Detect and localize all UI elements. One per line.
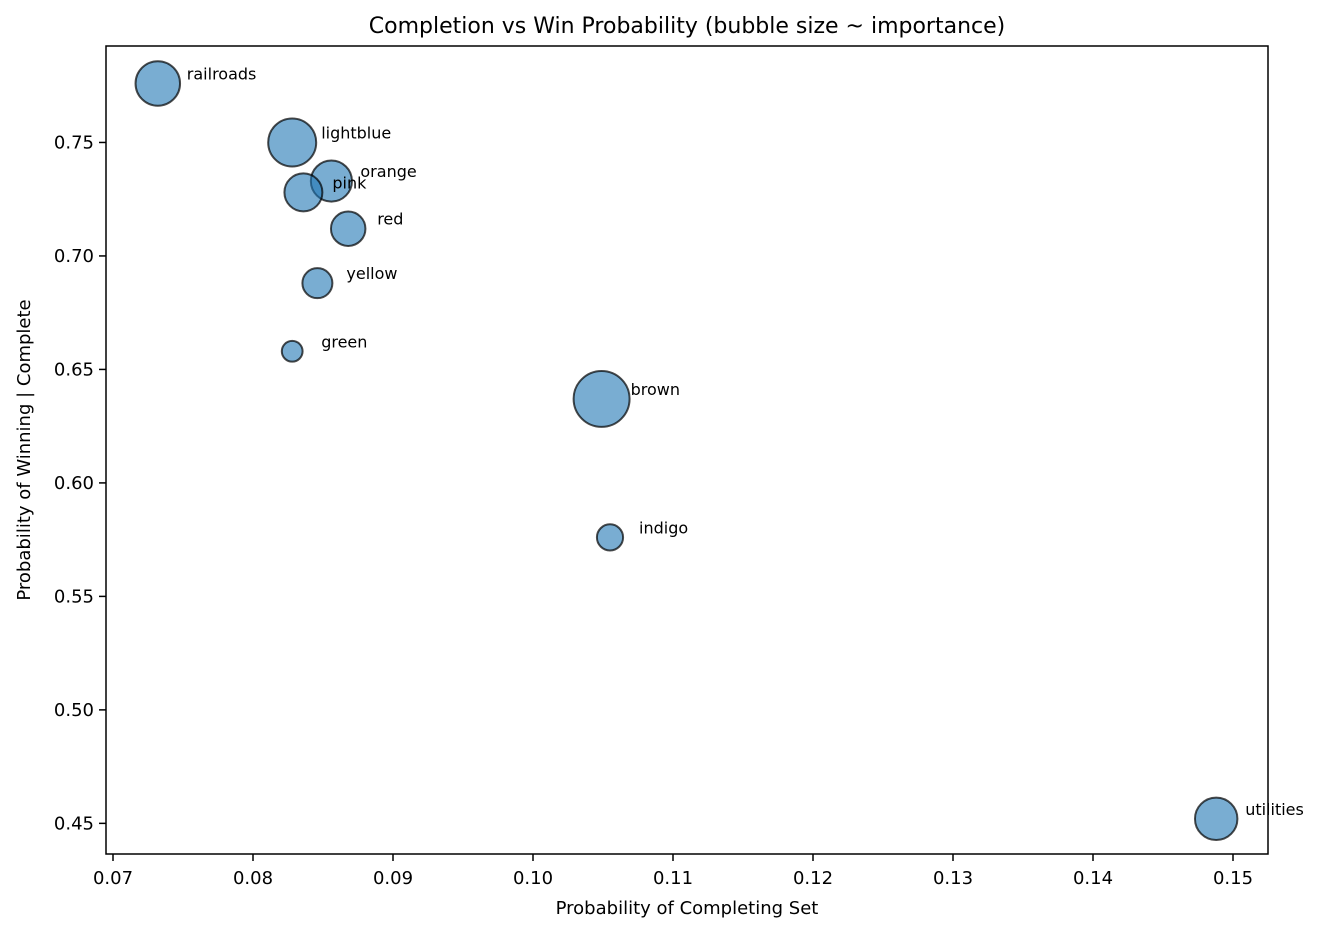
bubble-indigo: [595, 523, 625, 552]
bubble-brown: [572, 369, 631, 428]
bubble-lightblue: [267, 117, 318, 168]
point-label-utilities: utilities: [1245, 800, 1304, 819]
y-tick-label: 0.60: [54, 473, 94, 494]
point-label-indigo: indigo: [639, 518, 688, 537]
x-tick-label: 0.15: [1213, 868, 1253, 889]
bubble-green: [280, 339, 304, 363]
point-label-red: red: [377, 210, 403, 229]
y-axis: 0.45 0.50 0.55 0.60 0.65 0.70 0.75: [54, 132, 106, 834]
chart-title: Completion vs Win Probability (bubble si…: [369, 14, 1006, 39]
x-tick-label: 0.13: [933, 868, 973, 889]
y-tick-label: 0.45: [54, 813, 94, 834]
x-tick-label: 0.09: [373, 868, 413, 889]
point-label-pink: pink: [332, 173, 367, 192]
bubble-utilities: [1193, 796, 1239, 842]
point-label-lightblue: lightblue: [321, 123, 391, 142]
y-axis-label: Probability of Winning | Complete: [14, 299, 35, 600]
x-tick-label: 0.12: [793, 868, 833, 889]
y-tick-label: 0.65: [54, 359, 94, 380]
y-tick-label: 0.75: [54, 132, 94, 153]
bubble-red: [329, 210, 367, 247]
point-label-railroads: railroads: [187, 64, 257, 83]
y-tick-label: 0.50: [54, 700, 94, 721]
point-label-green: green: [321, 332, 367, 351]
x-tick-label: 0.10: [513, 868, 553, 889]
x-axis: 0.07 0.08 0.09 0.10 0.11 0.12 0.13 0.14 0.15: [93, 854, 1253, 889]
bubble-railroads: [134, 60, 182, 107]
x-tick-label: 0.14: [1073, 868, 1113, 889]
x-tick-label: 0.11: [653, 868, 693, 889]
plot-frame: [105, 45, 1269, 855]
x-tick-label: 0.08: [233, 868, 273, 889]
y-tick-label: 0.55: [54, 586, 94, 607]
x-axis-label: Probability of Completing Set: [556, 898, 819, 919]
bubble-pink: [283, 172, 324, 213]
point-label-brown: brown: [631, 380, 680, 399]
point-label-yellow: yellow: [346, 264, 397, 283]
x-tick-label: 0.07: [93, 868, 133, 889]
point-label-orange: orange: [360, 162, 416, 181]
y-tick-label: 0.70: [54, 246, 94, 267]
bubble-layer: [134, 60, 1239, 842]
bubble-yellow: [301, 267, 334, 300]
